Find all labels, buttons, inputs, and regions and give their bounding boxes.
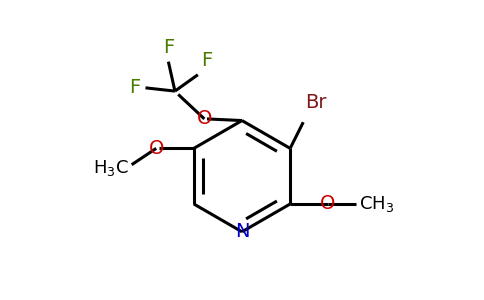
Text: O: O — [320, 194, 335, 214]
Text: O: O — [197, 110, 212, 128]
Text: F: F — [129, 78, 140, 97]
Text: F: F — [201, 51, 212, 70]
Text: H$_3$C: H$_3$C — [92, 158, 128, 178]
Text: Br: Br — [305, 93, 326, 112]
Text: N: N — [235, 222, 249, 241]
Text: CH$_3$: CH$_3$ — [359, 194, 394, 214]
Text: F: F — [163, 38, 174, 57]
Text: O: O — [149, 139, 164, 158]
